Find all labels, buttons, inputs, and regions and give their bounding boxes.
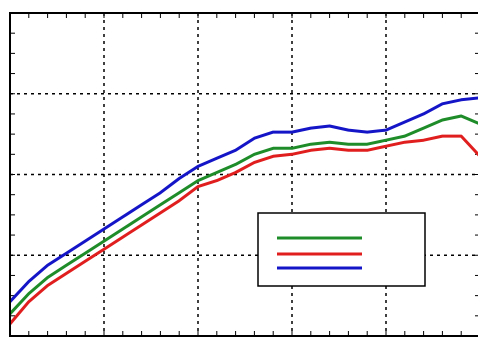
series-line-1 <box>8 114 478 315</box>
plot-frame <box>9 12 478 337</box>
series-group <box>8 96 478 325</box>
legend <box>257 212 426 287</box>
series-line-2 <box>8 134 478 325</box>
legend-box <box>257 212 426 287</box>
series-line-3 <box>8 96 478 303</box>
grid <box>10 13 478 336</box>
